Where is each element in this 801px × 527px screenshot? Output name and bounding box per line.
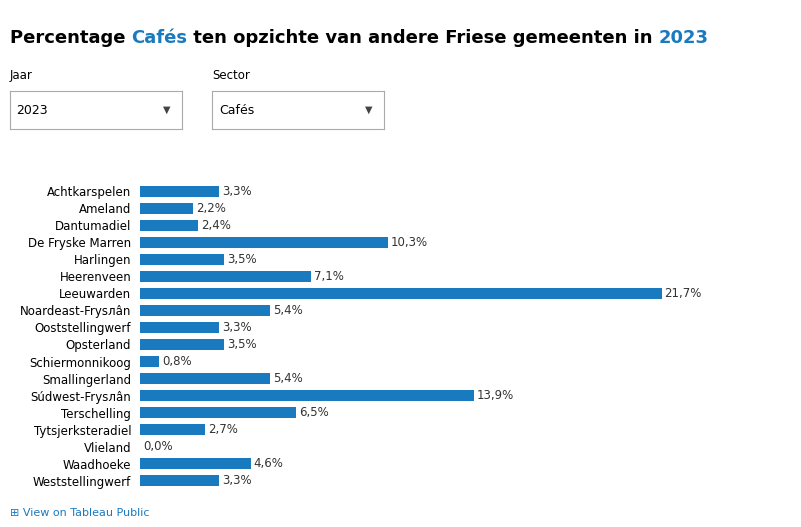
Bar [140, 356, 159, 367]
Text: ▼: ▼ [365, 105, 372, 115]
Bar [140, 254, 224, 265]
Text: 21,7%: 21,7% [665, 287, 702, 300]
Text: ⊞ View on Tableau Public: ⊞ View on Tableau Public [10, 508, 149, 518]
Text: 2,4%: 2,4% [201, 219, 231, 232]
Text: 5,4%: 5,4% [273, 372, 303, 385]
Text: 2023: 2023 [17, 104, 48, 116]
Bar [140, 458, 251, 469]
Text: ▼: ▼ [163, 105, 170, 115]
Text: 10,3%: 10,3% [391, 236, 428, 249]
Bar [140, 203, 193, 214]
Text: 2,7%: 2,7% [208, 423, 238, 436]
Bar [140, 475, 219, 486]
Text: Jaar: Jaar [10, 69, 33, 82]
Bar [140, 305, 270, 316]
Text: 0,8%: 0,8% [163, 355, 192, 368]
Text: 3,5%: 3,5% [227, 253, 257, 266]
Bar [140, 186, 219, 197]
Bar [140, 237, 388, 248]
Text: ten opzichte van andere Friese gemeenten in: ten opzichte van andere Friese gemeenten… [187, 29, 659, 47]
Bar [140, 322, 219, 333]
Text: 0,0%: 0,0% [143, 440, 173, 453]
Bar [140, 407, 296, 418]
Bar [140, 424, 205, 435]
Text: 4,6%: 4,6% [254, 457, 284, 470]
Bar [140, 288, 662, 299]
Text: Sector: Sector [212, 69, 250, 82]
Text: 2,2%: 2,2% [196, 202, 226, 214]
Bar [140, 220, 198, 231]
Text: Cafés: Cafés [131, 29, 187, 47]
Text: 6,5%: 6,5% [300, 406, 329, 419]
Text: Cafés: Cafés [219, 104, 255, 116]
Bar [140, 271, 311, 282]
Bar [140, 373, 270, 384]
Text: 3,3%: 3,3% [223, 184, 252, 198]
Text: 3,5%: 3,5% [227, 338, 257, 351]
Text: Percentage: Percentage [10, 29, 131, 47]
Bar [140, 390, 474, 401]
Bar [140, 339, 224, 350]
Text: 7,1%: 7,1% [314, 270, 344, 283]
Text: 3,3%: 3,3% [223, 474, 252, 487]
Text: 13,9%: 13,9% [477, 389, 514, 402]
Text: 3,3%: 3,3% [223, 321, 252, 334]
Text: 5,4%: 5,4% [273, 304, 303, 317]
Text: 2023: 2023 [659, 29, 709, 47]
